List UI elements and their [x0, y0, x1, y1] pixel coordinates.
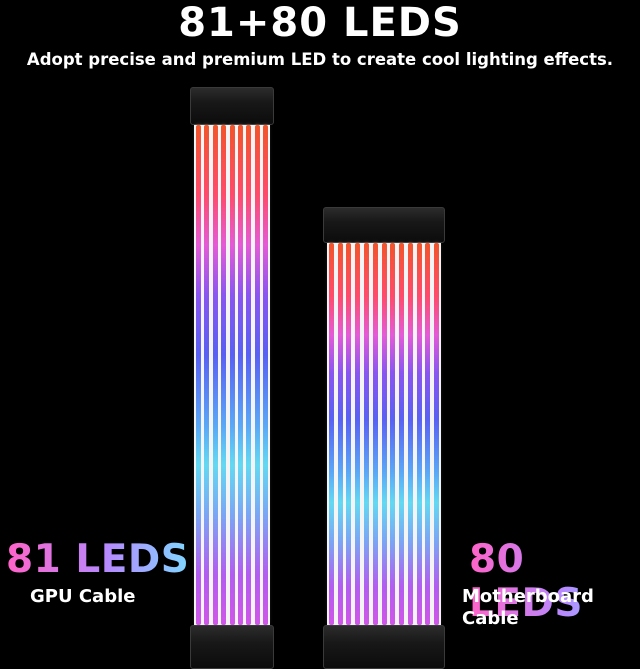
- motherboard-cable-label: Motherboard Cable: [462, 586, 594, 629]
- gpu-cable-strands: [194, 125, 270, 625]
- gpu-cable-top-connector: [190, 87, 274, 125]
- gpu-cable-bottom-connector: [190, 625, 274, 669]
- motherboard-cable-strand: [372, 243, 378, 625]
- gpu-cable-strand: [212, 125, 218, 625]
- motherboard-cable-strand: [337, 243, 343, 625]
- motherboard-cable-bottom-connector: [323, 625, 445, 669]
- gpu-cable-strand: [229, 125, 235, 625]
- motherboard-cable-strand: [434, 243, 440, 625]
- gpu-cable-strand: [254, 125, 260, 625]
- motherboard-cable-image: [323, 207, 445, 669]
- motherboard-cable-strand: [407, 243, 413, 625]
- headline: 81+80 LEDS: [178, 0, 462, 46]
- motherboard-cable-strand: [390, 243, 396, 625]
- motherboard-cable-strand: [328, 243, 334, 625]
- motherboard-cable-strand: [381, 243, 387, 625]
- motherboard-cable-strand: [346, 243, 352, 625]
- gpu-cable-strand: [263, 125, 269, 625]
- motherboard-cable-strand: [416, 243, 422, 625]
- gpu-led-count: 81 LEDS: [6, 537, 190, 582]
- motherboard-cable-strands: [327, 243, 441, 625]
- motherboard-cable-strand: [355, 243, 361, 625]
- gpu-cable-image: [190, 87, 274, 669]
- motherboard-cable-strand: [363, 243, 369, 625]
- gpu-cable-label: GPU Cable: [30, 586, 136, 607]
- gpu-cable-strand: [195, 125, 201, 625]
- gpu-cable-strand: [237, 125, 243, 625]
- motherboard-led-count: 80 LEDS: [469, 538, 640, 626]
- motherboard-cable-strand: [399, 243, 405, 625]
- gpu-cable-strand: [221, 125, 227, 625]
- motherboard-cable-strand: [425, 243, 431, 625]
- motherboard-cable-top-connector: [323, 207, 445, 243]
- gpu-cable-strand: [246, 125, 252, 625]
- gpu-cable-strand: [204, 125, 210, 625]
- subheadline: Adopt precise and premium LED to create …: [26, 50, 614, 69]
